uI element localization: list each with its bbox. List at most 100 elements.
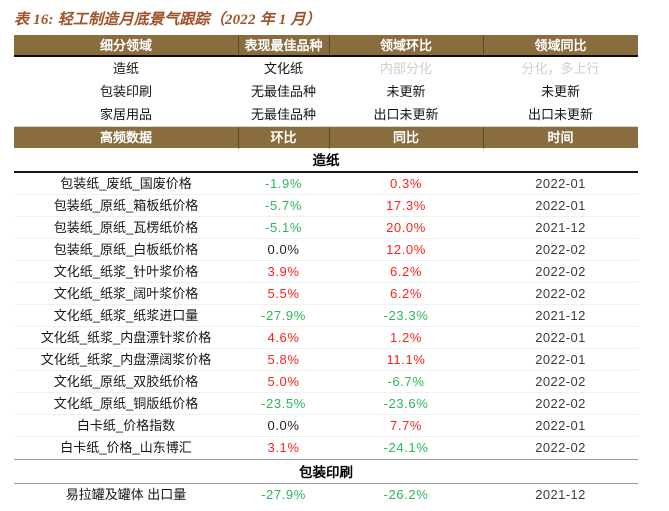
- period-value: 2022-02: [535, 440, 586, 455]
- indicator-name: 白卡纸_价格指数: [76, 418, 176, 433]
- data-row: 包装纸_原纸_箱板纸价格 -5.7% 17.3% 2022-01: [14, 195, 638, 217]
- segment-mom: 未更新: [386, 84, 426, 99]
- col-header-mom: 环比: [238, 127, 329, 149]
- col-header-time: 时间: [483, 127, 638, 149]
- data-row: 包装纸_废纸_国废价格 -1.9% 0.3% 2022-01: [14, 173, 638, 195]
- mom-value: -1.9%: [265, 176, 302, 191]
- data-row: 文化纸_纸浆_内盘漂阔浆价格 5.8% 11.1% 2022-01: [14, 349, 638, 371]
- segment-name: 造纸: [112, 61, 139, 76]
- section-label: 造纸: [312, 153, 340, 168]
- best-variety: 文化纸: [263, 61, 303, 76]
- indicator-name: 文化纸_纸浆_阔叶浆价格: [53, 286, 199, 301]
- period-value: 2022-02: [535, 242, 586, 257]
- period-value: 2022-01: [535, 352, 586, 367]
- mom-value: -27.9%: [261, 487, 306, 502]
- yoy-value: 0.3%: [389, 176, 423, 191]
- mom-value: 3.9%: [267, 264, 300, 279]
- data-row: 包装纸_原纸_白板纸价格 0.0% 12.0% 2022-02: [14, 239, 638, 261]
- overview-row-household: 家居用品 无最佳品种 出口未更新 出口未更新: [14, 103, 638, 126]
- data-row: 白卡纸_价格指数 0.0% 7.7% 2022-01: [14, 415, 638, 437]
- yoy-value: -26.2%: [383, 487, 429, 502]
- data-row: 文化纸_原纸_双胶纸价格 5.0% -6.7% 2022-02: [14, 371, 638, 393]
- data-row: 文化纸_纸浆_阔叶浆价格 5.5% 6.2% 2022-02: [14, 283, 638, 305]
- yoy-value: 6.2%: [389, 264, 423, 279]
- period-value: 2021-12: [535, 308, 586, 323]
- data-row: 文化纸_纸浆_内盘漂针浆价格 4.6% 1.2% 2022-01: [14, 327, 638, 349]
- indicator-name: 包装纸_原纸_箱板纸价格: [53, 198, 199, 213]
- mom-value: 3.1%: [267, 440, 300, 455]
- section-header: 包装印刷: [14, 459, 638, 484]
- mom-value: 5.0%: [267, 374, 300, 389]
- indicator-name: 文化纸_纸浆_内盘漂阔浆价格: [40, 352, 212, 367]
- period-value: 2022-01: [535, 198, 586, 213]
- yoy-value: -24.1%: [383, 440, 429, 455]
- indicator-name: 包装纸_废纸_国废价格: [60, 176, 192, 191]
- yoy-value: 6.2%: [389, 286, 423, 301]
- section-label: 包装印刷: [299, 465, 353, 480]
- period-value: 2022-01: [535, 418, 586, 433]
- best-variety: 无最佳品种: [250, 107, 316, 122]
- indicator-name: 文化纸_原纸_双胶纸价格: [53, 374, 199, 389]
- period-value: 2022-02: [535, 374, 586, 389]
- mom-value: -5.1%: [265, 220, 302, 235]
- data-row: 文化纸_原纸_铜版纸价格 -23.5% -23.6% 2022-02: [14, 393, 638, 415]
- yoy-value: 1.2%: [389, 330, 423, 345]
- data-row: 文化纸_纸浆_纸浆进口量 -27.9% -23.3% 2021-12: [14, 305, 638, 327]
- period-value: 2021-12: [535, 487, 586, 502]
- section-rows: 易拉罐及罐体 出口量 -27.9% -26.2% 2021-12: [14, 484, 638, 506]
- best-variety: 无最佳品种: [250, 84, 316, 99]
- yoy-value: 11.1%: [386, 352, 426, 367]
- yoy-value: 17.3%: [386, 198, 426, 213]
- mom-value: -23.5%: [261, 396, 306, 411]
- section-rows: 包装纸_废纸_国废价格 -1.9% 0.3% 2022-01 包装纸_原纸_箱板…: [14, 173, 638, 459]
- data-row: 包装纸_原纸_瓦楞纸价格 -5.1% 20.0% 2021-12: [14, 217, 638, 239]
- mom-value: 4.6%: [267, 330, 300, 345]
- indicator-name: 白卡纸_价格_山东博汇: [60, 440, 192, 455]
- indicator-name: 易拉罐及罐体 出口量: [65, 487, 187, 502]
- yoy-value: -23.6%: [383, 396, 429, 411]
- segment-yoy: 分化，多上行: [521, 61, 600, 76]
- col-header-best-variety: 表现最佳品种: [238, 35, 329, 57]
- mom-value: -27.9%: [261, 308, 306, 323]
- data-row: 易拉罐及罐体 出口量 -27.9% -26.2% 2021-12: [14, 484, 638, 506]
- period-value: 2022-02: [535, 286, 586, 301]
- segment-yoy: 出口未更新: [527, 107, 593, 122]
- period-value: 2021-12: [535, 220, 586, 235]
- table-title: 表 16: 轻工制造月底景气跟踪（2022 年 1 月）: [14, 12, 321, 28]
- tracking-table: 细分领域 表现最佳品种 领域环比 领域同比 造纸 文化纸 内部分化 分化，多上行…: [14, 35, 638, 506]
- detail-header-row: 高频数据 环比 同比 时间: [14, 126, 638, 148]
- segment-name: 家居用品: [99, 107, 152, 122]
- col-header-segment-mom: 领域环比: [329, 35, 483, 57]
- overview-rows: 造纸 文化纸 内部分化 分化，多上行 包装印刷 无最佳品种 未更新 未更新 家居…: [14, 57, 638, 126]
- yoy-value: -23.3%: [383, 308, 429, 323]
- period-value: 2022-01: [535, 330, 586, 345]
- indicator-name: 包装纸_原纸_白板纸价格: [53, 242, 199, 257]
- col-header-segment: 细分领域: [99, 38, 152, 53]
- segment-yoy: 未更新: [540, 84, 580, 99]
- period-value: 2022-01: [535, 176, 586, 191]
- period-value: 2022-02: [535, 264, 586, 279]
- col-header-segment-yoy: 领域同比: [483, 35, 638, 57]
- indicator-name: 包装纸_原纸_瓦楞纸价格: [53, 220, 199, 235]
- overview-row-packaging: 包装印刷 无最佳品种 未更新 未更新: [14, 80, 638, 103]
- segment-mom: 内部分化: [379, 61, 432, 76]
- yoy-value: 12.0%: [386, 242, 426, 257]
- indicator-name: 文化纸_纸浆_针叶浆价格: [53, 264, 199, 279]
- detail-body: 造纸 包装纸_废纸_国废价格 -1.9% 0.3% 2022-01 包装纸_原纸…: [14, 148, 638, 506]
- mom-value: 0.0%: [267, 242, 300, 257]
- col-header-indicator: 高频数据: [99, 130, 152, 145]
- indicator-name: 文化纸_原纸_铜版纸价格: [53, 396, 199, 411]
- col-header-yoy: 同比: [329, 127, 483, 149]
- section-header: 造纸: [14, 148, 638, 173]
- overview-header-row: 细分领域 表现最佳品种 领域环比 领域同比: [14, 35, 638, 57]
- mom-value: 5.5%: [267, 286, 300, 301]
- mom-value: -5.7%: [265, 198, 302, 213]
- indicator-name: 文化纸_纸浆_纸浆进口量: [53, 308, 199, 323]
- yoy-value: 20.0%: [386, 220, 426, 235]
- data-row: 文化纸_纸浆_针叶浆价格 3.9% 6.2% 2022-02: [14, 261, 638, 283]
- overview-row-paper: 造纸 文化纸 内部分化 分化，多上行: [14, 57, 638, 80]
- mom-value: 0.0%: [267, 418, 300, 433]
- yoy-value: -6.7%: [387, 374, 425, 389]
- yoy-value: 7.7%: [389, 418, 423, 433]
